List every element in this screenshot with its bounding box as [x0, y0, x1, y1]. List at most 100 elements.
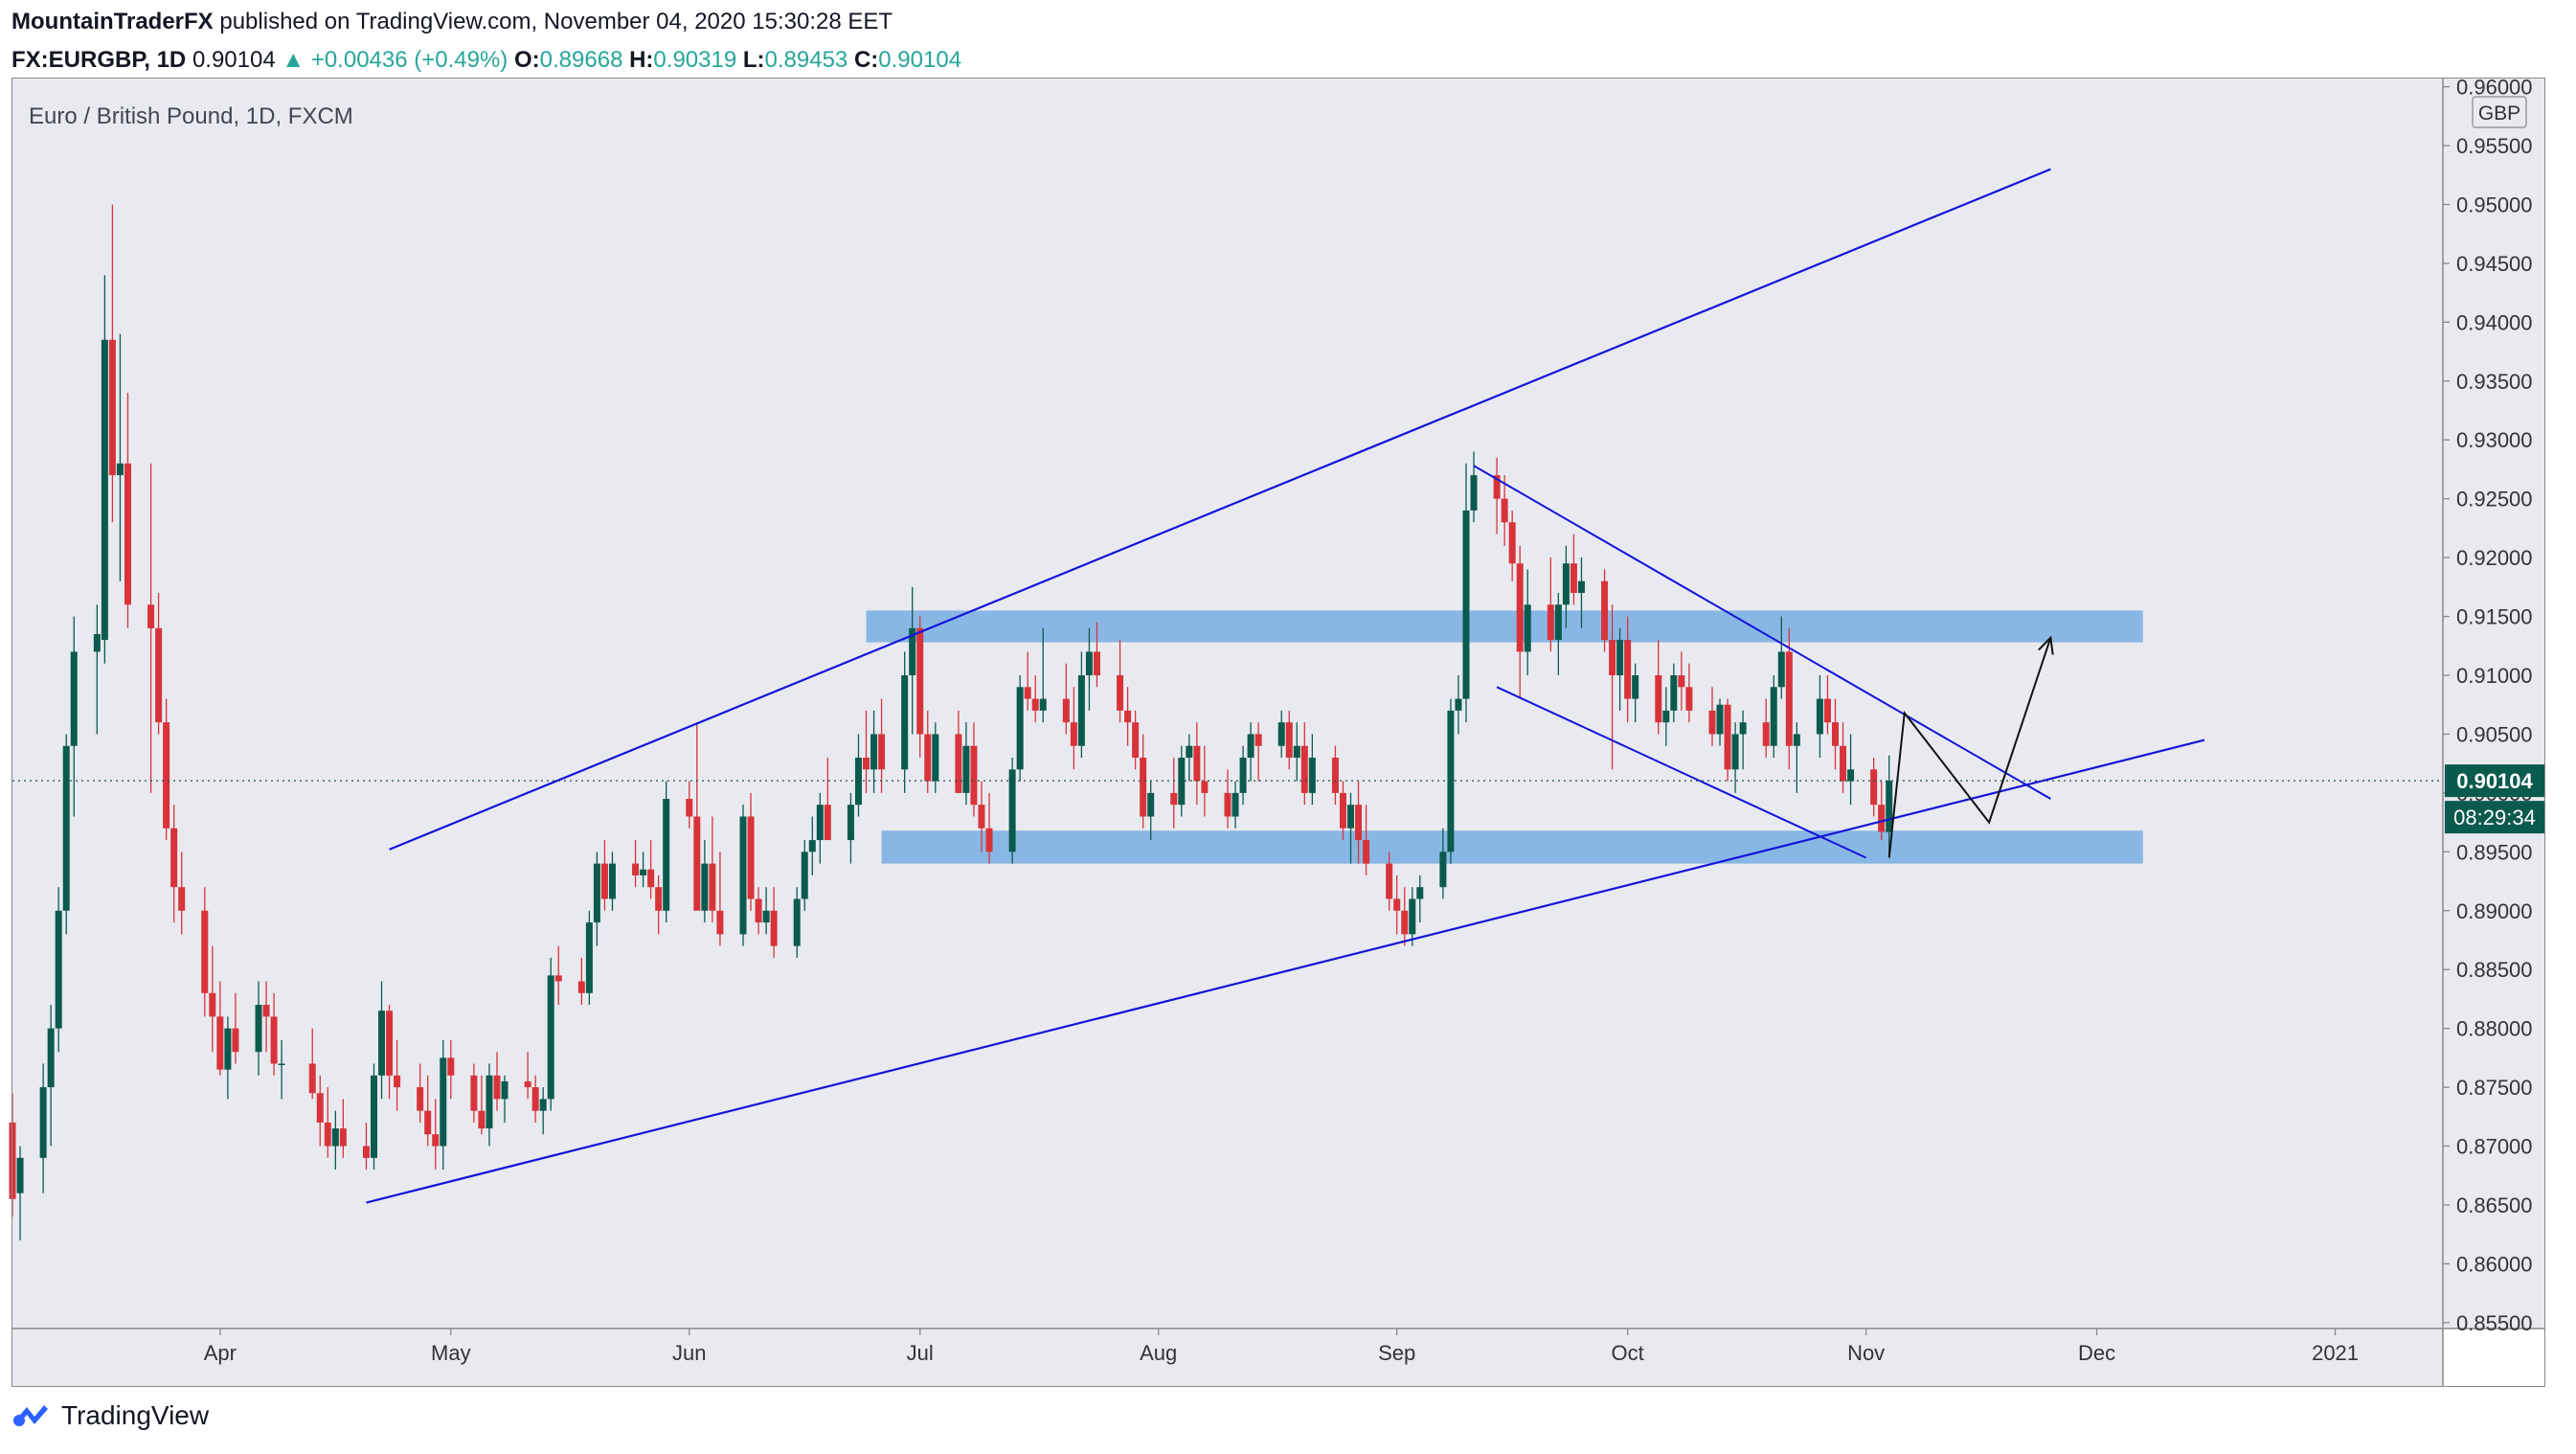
y-tick-label: 0.85500: [2456, 1311, 2533, 1335]
candle-body: [209, 992, 216, 1017]
candle-body: [762, 910, 770, 923]
candle-body: [1363, 840, 1370, 864]
candle-body: [801, 852, 808, 899]
open-label: O:: [513, 47, 540, 73]
candle-body: [155, 627, 163, 723]
candle-body: [493, 1075, 501, 1100]
candle-body: [1308, 758, 1316, 793]
candle-body: [1070, 722, 1077, 746]
candle-body: [16, 1157, 24, 1193]
tradingview-brand[interactable]: TradingView: [61, 1400, 210, 1430]
price-change: +0.00436 (+0.49%): [310, 47, 508, 73]
price-axis[interactable]: [2443, 79, 2544, 1329]
countdown-box: [2445, 801, 2544, 834]
candle-body: [9, 1122, 16, 1199]
candle-body: [308, 1063, 316, 1094]
candle-body: [1132, 722, 1140, 759]
projection-arrowhead: [2038, 635, 2054, 655]
candle-body: [201, 910, 209, 993]
candle-body: [932, 734, 939, 782]
candle-body: [501, 1080, 508, 1100]
candle-body: [224, 1028, 232, 1070]
candle-body: [747, 816, 755, 899]
candle-body: [1662, 710, 1670, 723]
candle-body: [1462, 510, 1470, 699]
candle-body: [1247, 734, 1254, 759]
candle-body: [909, 627, 916, 676]
currency-badge[interactable]: GBP: [2472, 96, 2527, 128]
candle-body: [1201, 781, 1209, 793]
time-axis[interactable]: [12, 1329, 2443, 1386]
candle-body: [1293, 745, 1300, 759]
candle-body: [232, 1028, 239, 1053]
candle-body: [870, 734, 878, 770]
candle-body: [524, 1080, 531, 1088]
candle-body: [739, 816, 747, 935]
support-zone: [881, 830, 2143, 864]
tradingview-logo-icon: [13, 1405, 48, 1426]
price-tag-box: [2445, 764, 2544, 798]
candle-body: [1470, 475, 1478, 511]
candle-body: [709, 863, 716, 911]
candle-body: [916, 627, 924, 735]
candle-body: [447, 1057, 455, 1076]
candle-body: [577, 981, 585, 993]
candle-body: [432, 1134, 440, 1147]
x-axis-labels: Apr May Jun Jul Aug Sep Oct Nov Dec 2021: [204, 1329, 2359, 1365]
candle-body: [1039, 698, 1047, 711]
candle-body: [424, 1110, 432, 1135]
candle-body: [1616, 640, 1624, 676]
candle-body: [1823, 698, 1831, 723]
candle-body: [278, 1063, 285, 1066]
candle-body: [901, 675, 909, 770]
publish-line: MountainTraderFX published on TradingVie…: [11, 8, 961, 36]
up-triangle-icon: ▲: [282, 47, 305, 73]
x-tick-label: Dec: [2078, 1341, 2115, 1365]
candle-body: [147, 604, 155, 628]
low-label: L:: [742, 47, 765, 73]
publish-info: published on TradingView.com, November 0…: [213, 9, 893, 34]
candle-body: [339, 1128, 347, 1147]
candle-body: [808, 840, 816, 852]
candle-body: [1386, 863, 1393, 899]
candle-body: [770, 910, 778, 946]
candle-body: [1624, 640, 1632, 699]
x-tick-label: Sep: [1378, 1341, 1415, 1365]
candle-body: [1816, 698, 1823, 735]
plot-area[interactable]: [12, 79, 2443, 1329]
last-price-tag: 0.90104 08:29:34: [2445, 764, 2544, 834]
candle-body: [1331, 758, 1339, 793]
candle-body: [955, 734, 962, 793]
candle-body: [101, 339, 108, 641]
candle-body: [1562, 563, 1570, 605]
price-chart[interactable]: 0.96000 0.95500 0.95000 0.94500 0.94000 0.935…: [0, 0, 2576, 1389]
zones-layer: [866, 610, 2143, 864]
candle-body: [1008, 769, 1016, 852]
candle-body: [440, 1057, 447, 1147]
candle-body: [1455, 698, 1462, 711]
y-tick-label: 0.91000: [2456, 664, 2533, 688]
author-name[interactable]: MountainTraderFX: [11, 9, 214, 34]
candle-body: [1493, 475, 1501, 499]
candle-body: [1678, 675, 1685, 688]
y-tick-label: 0.90500: [2456, 722, 2533, 746]
candle-body: [1355, 805, 1363, 841]
y-tick-label: 0.89500: [2456, 840, 2533, 864]
y-tick-label: 0.93000: [2456, 428, 2533, 452]
y-tick-label: 0.87500: [2456, 1076, 2533, 1100]
candle-body: [394, 1075, 401, 1088]
candle-body: [255, 1005, 262, 1053]
y-tick-label: 0.96000: [2456, 76, 2533, 100]
candle-body: [1501, 498, 1508, 523]
candle-body: [1232, 792, 1239, 817]
x-tick-label: Oct: [1612, 1341, 1644, 1365]
chart-title: Euro / British Pound, 1D, FXCM: [29, 103, 353, 129]
candle-body: [793, 898, 801, 946]
candle-body: [608, 863, 616, 899]
high-value: 0.90319: [653, 47, 737, 73]
candle-body: [55, 910, 62, 1029]
projection-path: [1887, 637, 2052, 858]
falling-wedge-upper-line: [1473, 465, 2051, 800]
candle-body: [470, 1075, 478, 1111]
currency-label: GBP: [2478, 102, 2520, 125]
